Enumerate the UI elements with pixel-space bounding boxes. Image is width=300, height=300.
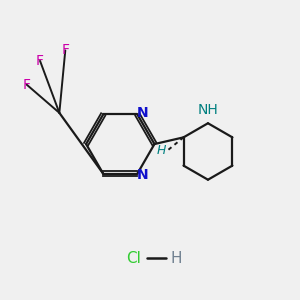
- Text: NH: NH: [198, 103, 218, 117]
- Text: H: H: [171, 251, 182, 266]
- Text: N: N: [137, 106, 148, 120]
- Text: N: N: [137, 168, 148, 182]
- Text: F: F: [36, 54, 44, 68]
- Text: F: F: [23, 78, 31, 92]
- Text: H: H: [157, 144, 167, 157]
- Text: Cl: Cl: [126, 251, 141, 266]
- Text: F: F: [61, 44, 69, 57]
